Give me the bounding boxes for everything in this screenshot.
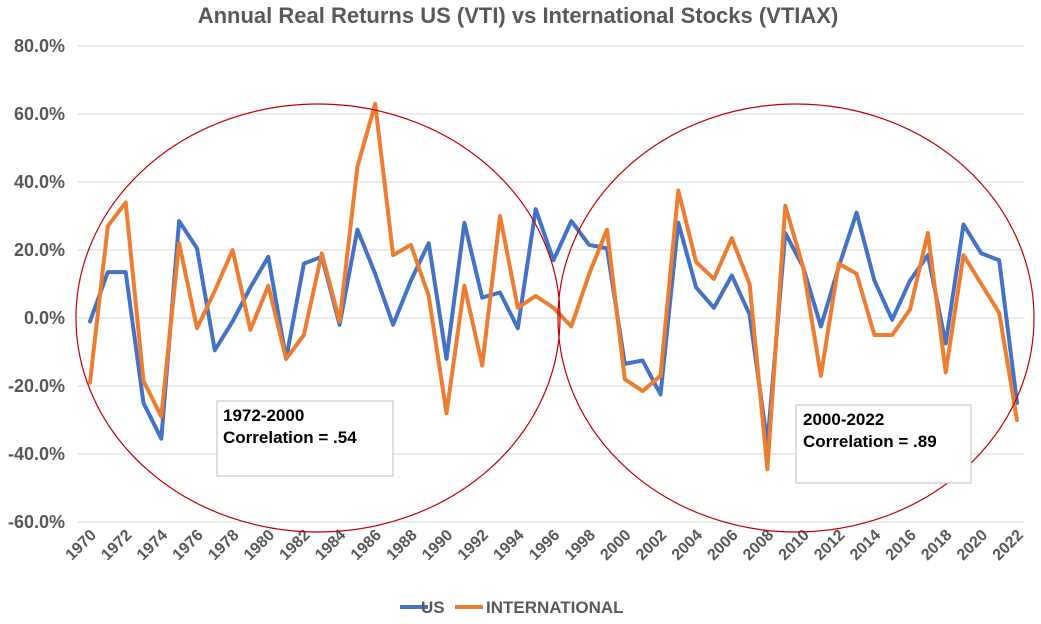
annotation-1-correlation: Correlation = .54 xyxy=(223,428,357,447)
x-tick-label: 1974 xyxy=(134,527,171,564)
y-tick-label: 60.0% xyxy=(14,104,65,124)
x-axis-ticks: 1970197219741976197819801982198419861988… xyxy=(63,527,1027,564)
legend: US INTERNATIONAL xyxy=(400,598,624,617)
x-tick-label: 2020 xyxy=(954,527,991,564)
legend-label-international: INTERNATIONAL xyxy=(486,598,624,617)
annotation-2-period: 2000-2022 xyxy=(803,410,884,429)
x-tick-label: 1996 xyxy=(526,527,563,564)
x-tick-label: 1978 xyxy=(205,527,242,564)
y-tick-label: -20.0% xyxy=(8,376,65,396)
x-tick-label: 1976 xyxy=(170,527,207,564)
annotation-box-2-frame xyxy=(795,404,972,484)
series-lines xyxy=(88,101,1019,472)
x-tick-label: 1986 xyxy=(348,527,385,564)
x-tick-label: 1990 xyxy=(419,527,456,564)
x-tick-label: 1994 xyxy=(490,527,527,564)
annotation-box-1-frame xyxy=(216,400,394,477)
x-tick-label: 1992 xyxy=(455,527,492,564)
x-tick-label: 1980 xyxy=(241,527,278,564)
annotation-box-2: 2000-2022 Correlation = .89 xyxy=(795,404,972,484)
annotation-1-period: 1972-2000 xyxy=(223,406,304,425)
x-tick-label: 2002 xyxy=(633,527,670,564)
period-ellipse-2000-2022 xyxy=(557,103,1035,533)
x-tick-label: 2018 xyxy=(918,527,955,564)
x-tick-label: 2008 xyxy=(740,527,777,564)
x-tick-label: 2012 xyxy=(811,527,848,564)
y-tick-label: -40.0% xyxy=(8,444,65,464)
x-tick-label: 2022 xyxy=(990,527,1027,564)
y-tick-label: 80.0% xyxy=(14,36,65,56)
y-tick-label: 40.0% xyxy=(14,172,65,192)
y-tick-label: 20.0% xyxy=(14,240,65,260)
x-tick-label: 2016 xyxy=(883,527,920,564)
y-tick-label: 0.0% xyxy=(24,308,65,328)
x-tick-label: 1972 xyxy=(98,527,135,564)
y-axis-ticks: -60.0% -40.0% -20.0% 0.0% 20.0% 40.0% 60.0% 80.… xyxy=(8,36,65,532)
x-tick-label: 2014 xyxy=(847,527,884,564)
legend-label-us: US xyxy=(421,598,445,617)
annotation-2-correlation: Correlation = .89 xyxy=(803,432,937,451)
x-tick-label: 2000 xyxy=(597,527,634,564)
x-tick-label: 2006 xyxy=(704,527,741,564)
x-tick-label: 1970 xyxy=(63,527,100,564)
y-tick-label: -60.0% xyxy=(8,512,65,532)
x-tick-label: 2004 xyxy=(669,527,706,564)
x-tick-label: 1988 xyxy=(384,527,421,564)
annotation-box-1: 1972-2000 Correlation = .54 xyxy=(216,400,394,477)
chart-title: Annual Real Returns US (VTI) vs Internat… xyxy=(198,3,839,28)
series-line-international xyxy=(88,101,1019,472)
period-ellipse-1972-2000 xyxy=(75,103,561,533)
x-tick-label: 1998 xyxy=(562,527,599,564)
